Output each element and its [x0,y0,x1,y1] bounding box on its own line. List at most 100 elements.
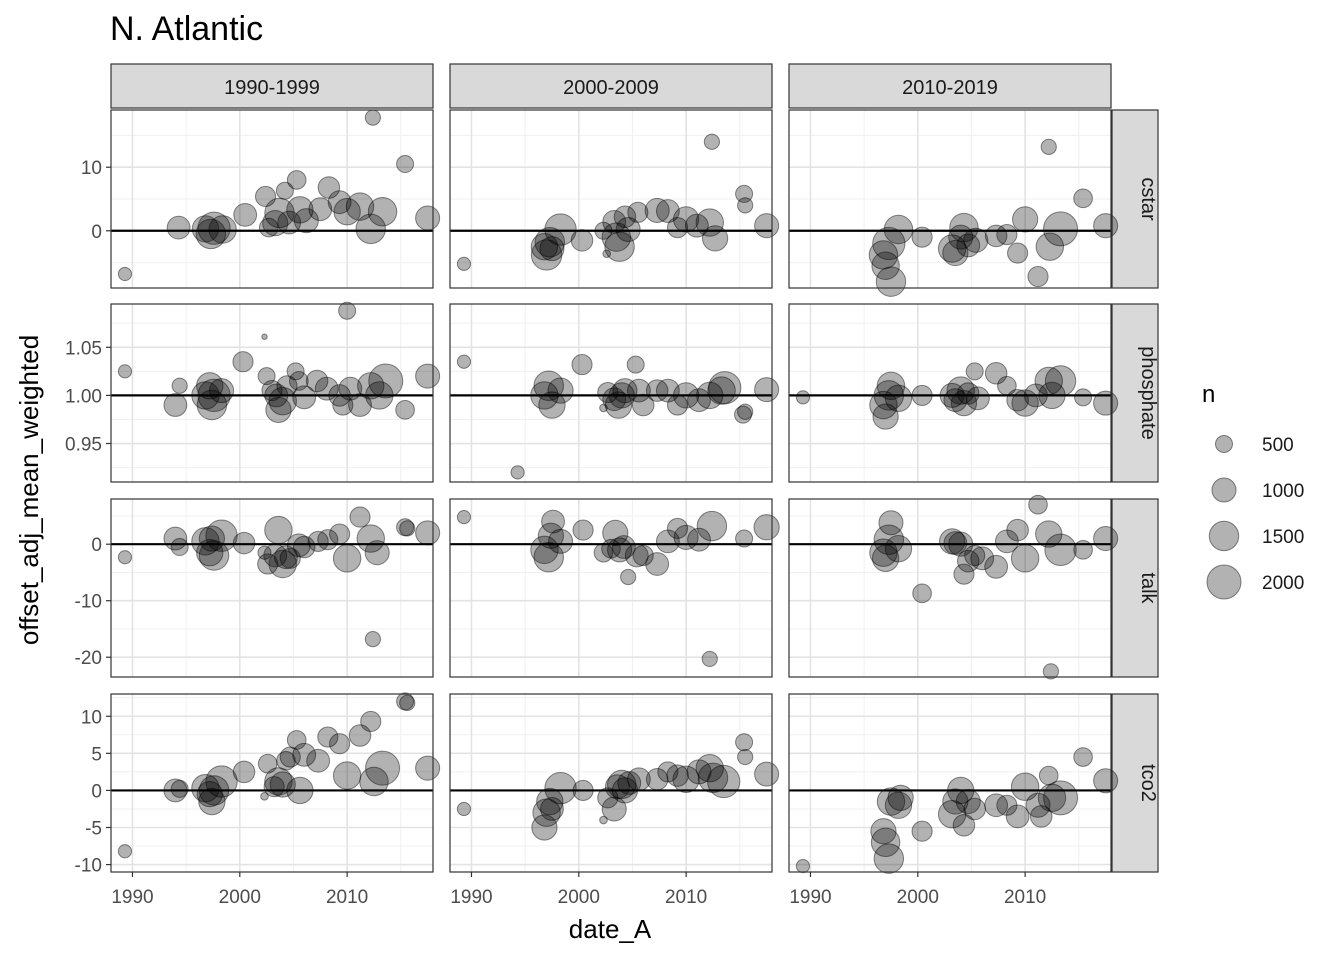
data-point [364,109,381,126]
data-point [286,533,311,558]
data-point [262,210,289,237]
data-point [966,386,990,411]
data-point [117,844,133,859]
data-point [601,538,621,559]
panel-background [450,304,772,482]
data-point [541,509,565,534]
data-point [1073,188,1093,209]
data-point [279,547,301,569]
data-point [257,753,278,774]
x-tick-label: 2000 [897,887,939,908]
data-point [232,760,256,784]
data-point [396,692,415,711]
data-point [875,266,907,297]
data-point [571,354,593,376]
data-point [349,506,371,528]
column-strip [449,63,773,109]
data-point [537,522,565,549]
data-point [510,465,525,480]
data-point [368,363,404,399]
data-point [887,784,914,811]
data-point [1040,138,1057,155]
data-point [1006,518,1029,542]
panel-border [110,303,434,483]
data-point [613,205,637,229]
data-point [644,197,670,223]
legend-title: n [1202,381,1215,408]
panel-background [111,694,433,872]
panel-border [110,693,434,873]
data-point [687,527,711,552]
data-point [360,710,382,732]
legend-key-background [1200,422,1246,466]
data-point [1028,494,1048,515]
data-point [308,197,333,222]
panel-border [788,109,1112,289]
data-point [544,213,577,246]
data-point [615,216,641,243]
data-point [263,776,285,798]
data-point [367,196,398,227]
y-tick-label: 0 [91,535,102,556]
y-tick-label: 5 [91,744,102,765]
column-strip [110,63,434,109]
data-point [612,378,638,404]
legend-label: 1500 [1262,527,1304,548]
data-point [171,377,188,394]
data-point [970,546,995,571]
data-point [333,198,361,226]
data-point [332,544,362,573]
data-point [1011,389,1039,417]
data-point [734,405,753,424]
data-point [869,538,898,567]
data-point [257,545,272,560]
data-point [276,750,296,771]
data-point [1093,526,1119,552]
chart-title: N. Atlantic [110,10,263,48]
panel-border [449,303,773,483]
data-point [530,535,559,565]
data-point [415,755,441,781]
data-point [873,524,905,555]
data-point [1027,265,1049,288]
data-point [456,509,472,525]
data-point [872,226,906,261]
data-point [261,333,268,340]
data-point [937,234,967,263]
data-point [289,371,309,391]
data-point [684,213,709,238]
panel-border [449,498,773,678]
data-point [873,843,905,874]
legend-key-background [1200,468,1246,512]
data-point [547,377,574,404]
data-point [632,544,654,567]
data-point [531,814,558,841]
data-point [338,301,357,320]
data-point [599,815,608,825]
data-point [672,765,700,793]
y-tick-label: 0 [91,222,102,243]
data-point [275,181,294,200]
data-point [536,787,564,816]
data-point [305,369,329,393]
data-point [984,554,1009,579]
data-point [703,133,720,150]
data-point [754,213,780,239]
panel-border [788,498,1112,678]
data-point [870,827,901,858]
data-point [696,510,728,542]
y-tick-label: 1.00 [65,386,102,407]
data-point [198,540,230,571]
data-point [268,549,297,579]
data-point [1010,772,1040,801]
data-point [1012,206,1039,233]
panel-border [110,498,434,678]
data-point [415,205,441,231]
data-point [399,520,416,537]
data-point [191,773,220,803]
data-point [956,233,981,258]
data-point [599,403,608,413]
panel-background [111,499,433,677]
data-point [198,787,226,816]
data-point [264,515,293,545]
